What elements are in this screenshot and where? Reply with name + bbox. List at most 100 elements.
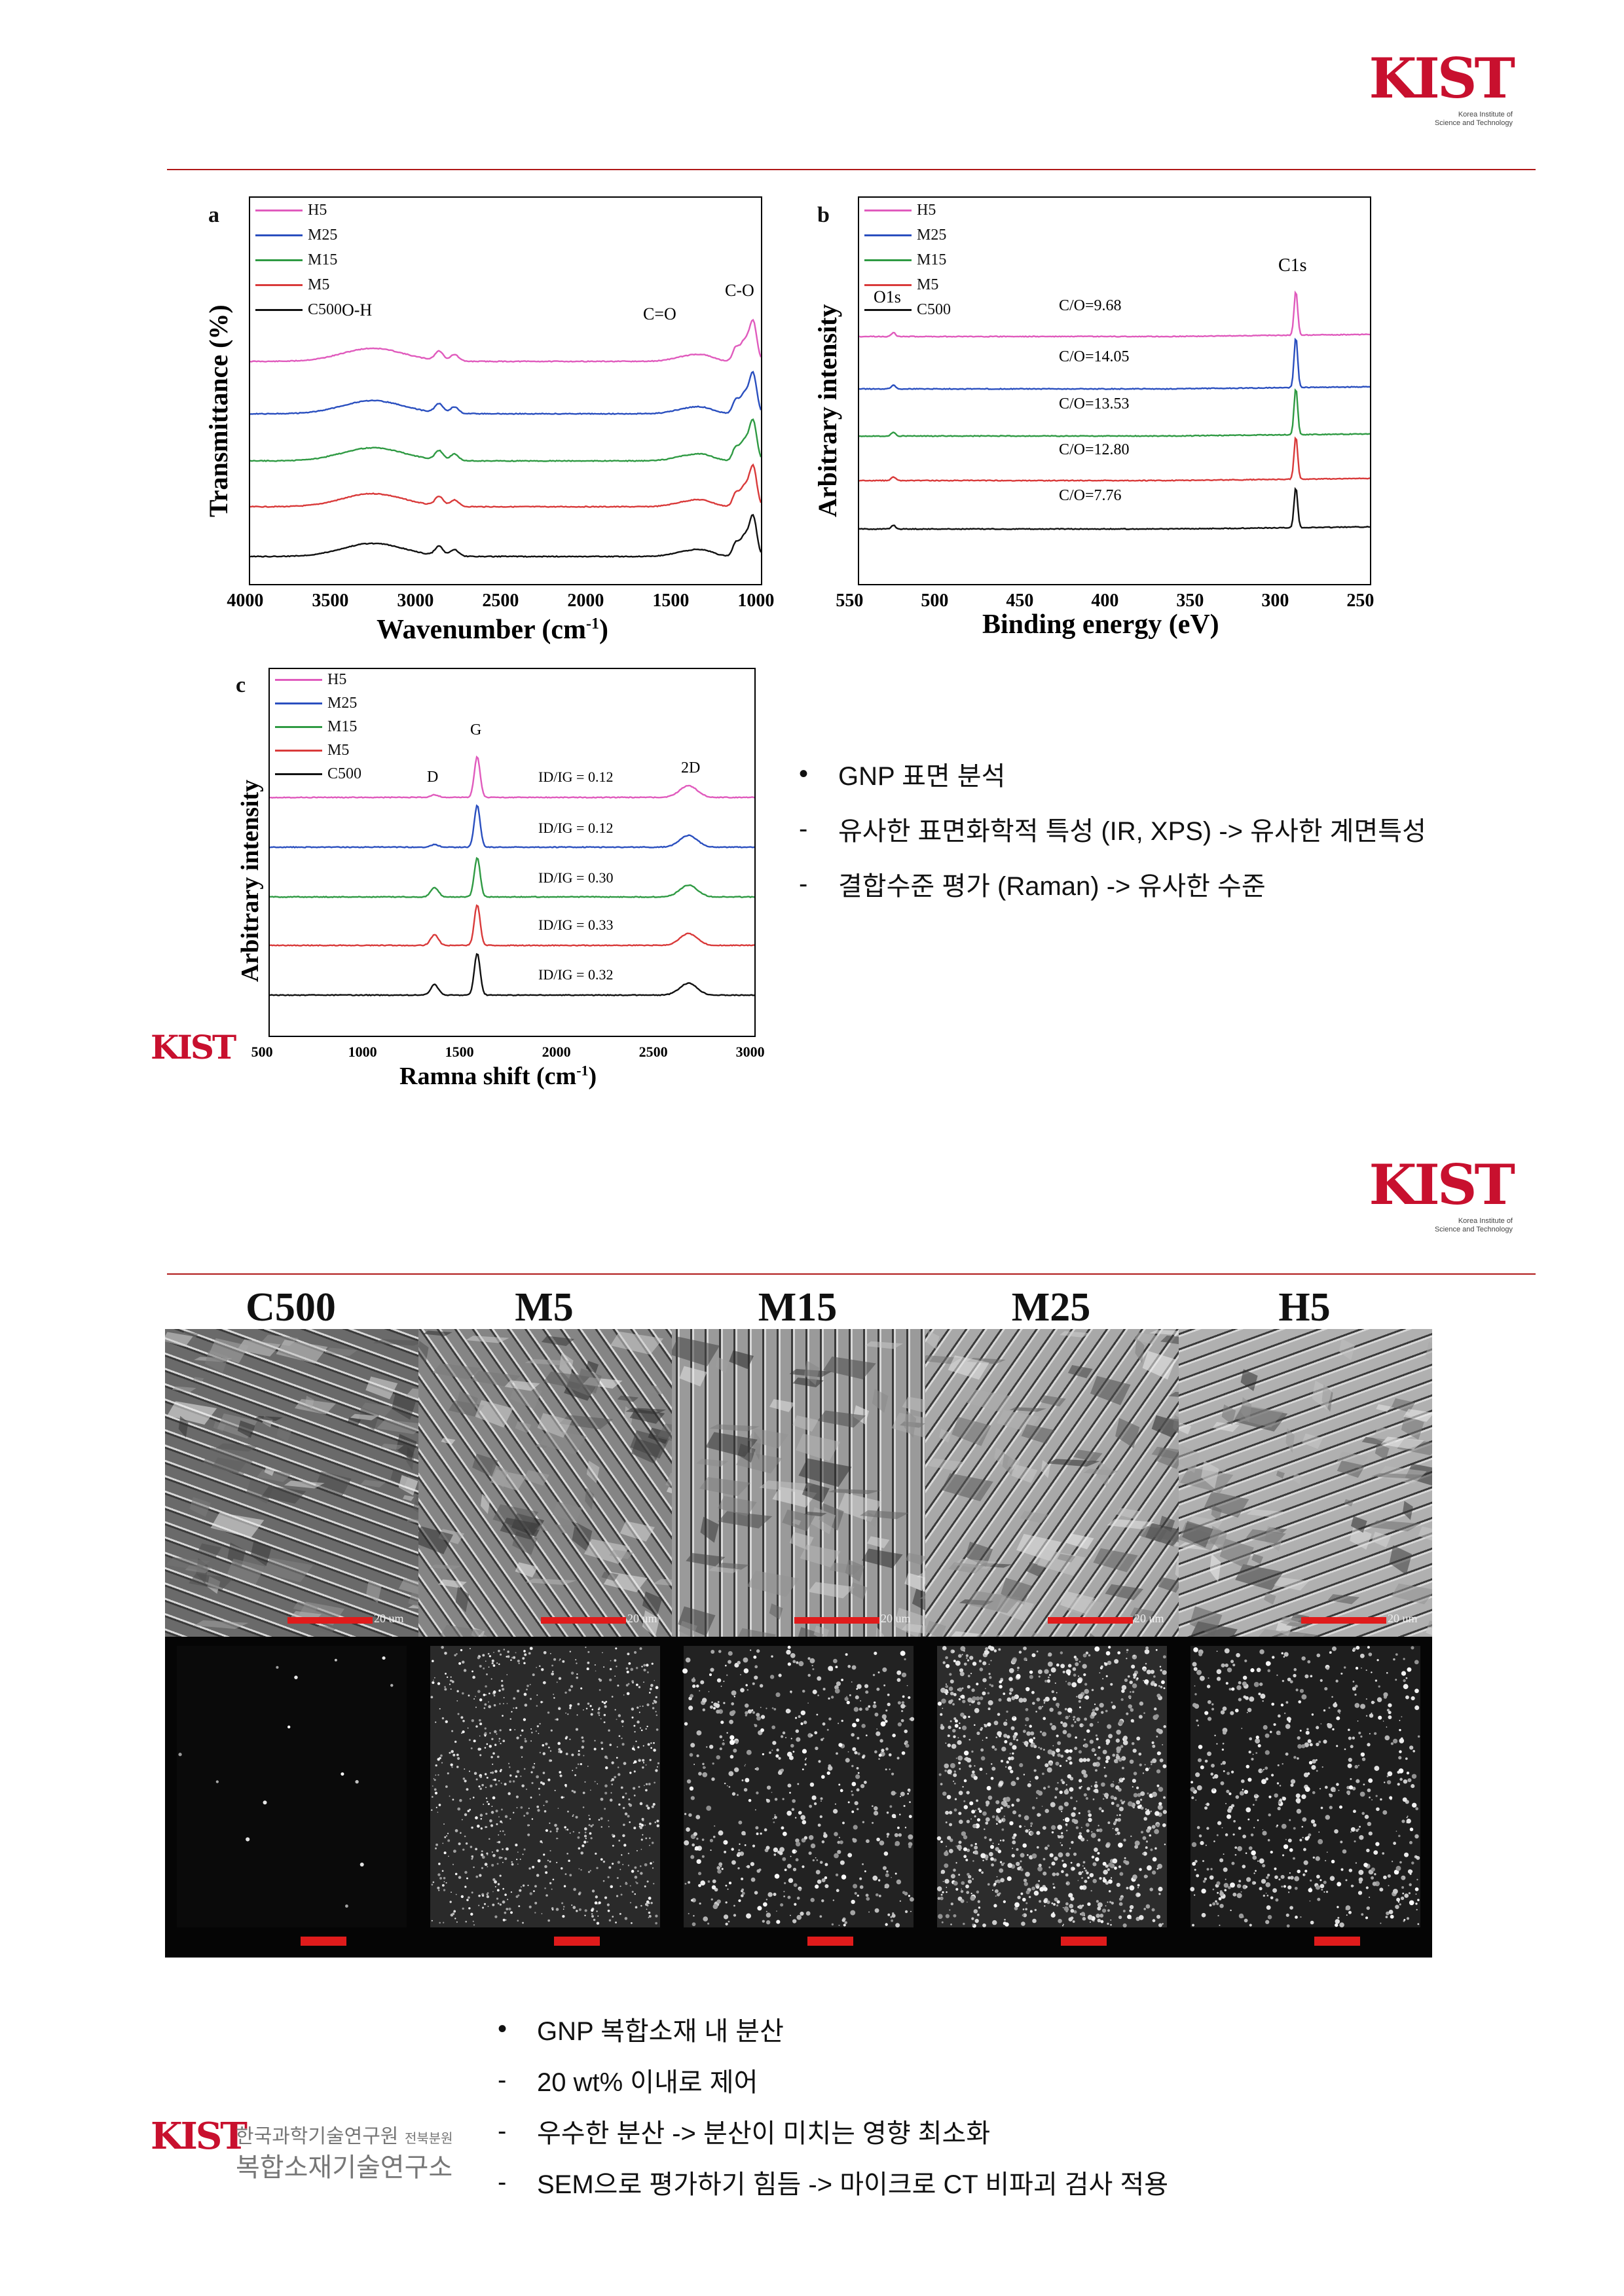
micro-ct-image-c500	[165, 1637, 418, 1958]
x-tick-label: 450	[1006, 591, 1034, 611]
bullet-text: 결합수준 평가 (Raman) -> 유사한 수준	[838, 872, 1266, 901]
legend-label: M5	[917, 276, 939, 293]
legend-swatch	[255, 209, 303, 211]
sem-scale-bar	[794, 1617, 879, 1624]
series-line-m5	[270, 904, 754, 947]
kist-logo-subtitle-1: Korea Institute of	[1458, 111, 1513, 118]
legend-swatch	[864, 209, 912, 211]
panel-letter-b: b	[817, 203, 830, 227]
header-rule-top	[167, 169, 1536, 170]
sample-title-m5: M5	[515, 1285, 574, 1330]
legend-item-h5: H5	[275, 668, 361, 691]
bullet-mark: -	[799, 814, 808, 843]
legend-label: C500	[308, 301, 342, 318]
peak-label-oh: O-H	[342, 301, 372, 319]
chart-panel-b: b O1s C1s C/O=9.68 C/O=14.05 C/O=13.53 C/O=12…	[805, 190, 1382, 661]
kist-logo-small: KIST	[151, 1028, 236, 1066]
legend-label: C500	[917, 301, 951, 318]
bullet-text: GNP 표면 분석	[838, 762, 1006, 791]
series-line-m25	[270, 804, 754, 848]
header-rule-second	[167, 1273, 1536, 1275]
sem-image-m15: 20 um	[672, 1329, 925, 1637]
bullet-mark: -	[799, 869, 808, 898]
peak-label-g: G	[470, 721, 481, 738]
sem-image-m25: 20 um	[925, 1329, 1179, 1637]
legend-item-m25: M25	[255, 223, 342, 247]
footer-org-name: 한국과학기술연구원	[236, 2125, 399, 2148]
series-line-m5	[250, 463, 761, 508]
co-ratio-label: C/O=13.53	[1059, 395, 1130, 412]
x-axis-label-c-end: )	[588, 1063, 597, 1090]
plot-area-b: O1s C1s C/O=9.68 C/O=14.05 C/O=13.53 C/O=12.8…	[858, 196, 1371, 585]
legend-label: M15	[917, 251, 947, 268]
ct-scale-bar	[1314, 1937, 1360, 1946]
plot-area-a: O-H C=O C-O	[249, 196, 762, 585]
legend-label: M25	[917, 227, 947, 244]
plot-svg-c: D G 2D ID/IG = 0.12 ID/IG = 0.12 ID/IG = 0.30…	[270, 721, 754, 996]
x-tick-label: 3000	[397, 591, 434, 611]
bullet-text: 유사한 표면화학적 특성 (IR, XPS) -> 유사한 계면특성	[838, 817, 1426, 846]
legend-label: M15	[327, 718, 358, 735]
legend-item-m5: M5	[864, 272, 951, 297]
peak-label-d: D	[427, 769, 438, 786]
bullet-mark: •	[498, 2014, 507, 2043]
legend-swatch	[255, 259, 303, 261]
series-line-m25	[250, 371, 761, 415]
footer-org-line1: 한국과학기술연구원 전북분원	[236, 2120, 453, 2149]
x-axis-label-b: Binding energy (eV)	[982, 610, 1219, 640]
sem-scale-label: 20 um	[1388, 1612, 1418, 1625]
x-axis-label-a-sup: -1	[586, 615, 600, 632]
series-line-h5	[270, 755, 754, 799]
legend-swatch	[255, 234, 303, 236]
legend-swatch	[275, 773, 322, 775]
sem-scale-label: 20 um	[627, 1612, 657, 1625]
sample-title-c500: C500	[246, 1285, 336, 1330]
series-line-h5	[859, 290, 1370, 338]
panel-letter-c: c	[236, 673, 246, 697]
legend-item-h5: H5	[255, 198, 342, 223]
series-line-c500	[859, 486, 1370, 530]
sem-scale-label: 20 um	[881, 1612, 911, 1625]
x-axis-label-c-sup: -1	[576, 1062, 589, 1079]
legend-swatch	[275, 702, 322, 704]
legend-label: M5	[308, 276, 330, 293]
id-ig-label: ID/IG = 0.12	[538, 820, 613, 836]
footer-org-line2: 복합소재기술연구소	[236, 2153, 453, 2183]
bullet-mark: -	[498, 2167, 507, 2196]
x-tick-label: 2500	[638, 1044, 668, 1060]
ct-scale-bar	[554, 1937, 600, 1946]
sample-title-m15: M15	[758, 1285, 838, 1330]
legend-swatch	[275, 678, 322, 681]
micro-ct-image-m5	[418, 1637, 672, 1958]
bullet-text: 20 wt% 이내로 제어	[537, 2068, 758, 2097]
co-ratio-label: C/O=14.05	[1059, 348, 1130, 365]
sem-scale-label: 20 um	[1134, 1612, 1164, 1625]
co-ratio-label: C/O=9.68	[1059, 297, 1122, 314]
x-tick-label: 1000	[348, 1044, 377, 1060]
kist-logo-second-mark: KIST	[1369, 1152, 1515, 1217]
x-tick-label: 500	[921, 591, 949, 611]
bullet-mark: •	[799, 759, 809, 788]
x-tick-label: 1500	[652, 591, 690, 611]
legend-label: H5	[327, 671, 347, 688]
series-line-m15	[250, 418, 761, 462]
sem-scale-label: 20 um	[374, 1612, 404, 1625]
peak-label-co-single: C-O	[725, 281, 754, 300]
legend-swatch	[255, 308, 303, 311]
kist-logo-second-subtitle-2: Science and Technology	[1434, 1226, 1513, 1233]
series-line-c500	[270, 953, 754, 996]
x-tick-label: 400	[1091, 591, 1119, 611]
kist-logo-second-subtitle-1: Korea Institute of	[1458, 1217, 1513, 1225]
sem-image-h5: 20 um	[1179, 1329, 1432, 1637]
micro-ct-image-h5	[1179, 1637, 1432, 1958]
x-tick-label: 2000	[567, 591, 604, 611]
sem-image-c500: 20 um	[165, 1329, 418, 1637]
kist-logo-footer-mark: KIST	[151, 2115, 248, 2158]
sem-scale-bar	[287, 1617, 373, 1624]
x-tick-label: 550	[836, 591, 864, 611]
x-tick-label: 350	[1176, 591, 1204, 611]
x-tick-label: 3000	[735, 1044, 765, 1060]
sem-image-m5: 20 um	[418, 1329, 672, 1637]
legend-c: H5 M25 M15 M5 C500	[275, 668, 361, 786]
id-ig-label: ID/IG = 0.12	[538, 769, 613, 785]
